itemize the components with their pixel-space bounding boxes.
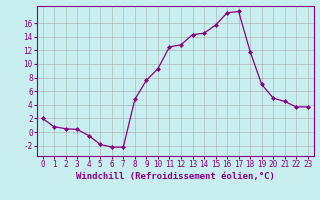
X-axis label: Windchill (Refroidissement éolien,°C): Windchill (Refroidissement éolien,°C): [76, 172, 275, 181]
